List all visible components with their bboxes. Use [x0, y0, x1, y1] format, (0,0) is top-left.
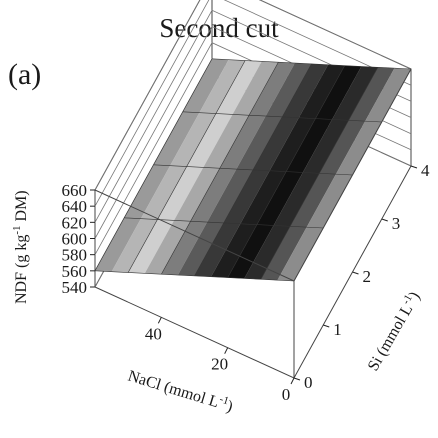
z-gridline	[94, 0, 412, 207]
nacl-tick-label: 0	[282, 385, 291, 404]
panel-label: (a)	[8, 58, 41, 91]
si-axis-label: Si (mmol L-1)	[363, 288, 424, 374]
si-tick-mark	[410, 165, 418, 169]
si-tick-label: 0	[304, 373, 313, 392]
si-tick-label: 1	[333, 320, 342, 339]
nacl-tick-mark	[157, 317, 162, 324]
surface-mesh-nacl	[194, 63, 312, 277]
si-tick-mark	[352, 271, 359, 275]
z-gridline	[94, 0, 412, 191]
si-tick-mark	[293, 377, 301, 381]
si-tick-mark	[381, 218, 388, 222]
si-tick-label: 2	[363, 267, 372, 286]
z-tick-label: 620	[62, 213, 88, 232]
surface-mesh-nacl	[227, 65, 345, 278]
si-axis-ticks: 0 1 2 3 4	[293, 161, 430, 392]
surface-mesh-nacl	[161, 62, 279, 275]
z-tick-label: 660	[62, 181, 88, 200]
nacl-tick-mark	[224, 347, 229, 354]
z-axis-label: NDF (g kg-1 DM)	[11, 190, 30, 304]
z-tick-label: 640	[62, 197, 88, 216]
si-tick-mark	[323, 324, 330, 328]
nacl-tick-mark	[290, 377, 295, 385]
surface-mesh-nacl	[94, 58, 213, 271]
chart-title: Second cut	[159, 13, 279, 43]
surface-mesh-nacl	[127, 60, 246, 273]
top-front-edges	[94, 68, 412, 282]
z-tick-label: 560	[62, 262, 88, 281]
surface-mesh-nacl	[260, 67, 379, 280]
si-tick-label: 4	[421, 161, 430, 180]
z-tick-label: 540	[62, 278, 88, 297]
nacl-axis-ticks: 0 20 40	[145, 317, 295, 404]
z-tick-label: 580	[62, 246, 88, 265]
nacl-tick-label: 20	[211, 355, 228, 374]
si-tick-label: 3	[392, 214, 401, 233]
z-tick-label: 600	[62, 230, 88, 249]
nacl-tick-label: 40	[145, 324, 162, 343]
response-surface	[94, 58, 412, 282]
